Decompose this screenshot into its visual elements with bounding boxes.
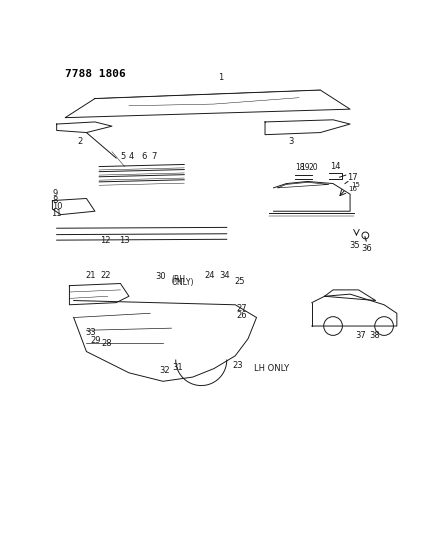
Text: 7: 7 (152, 152, 157, 161)
Text: 26: 26 (236, 311, 247, 320)
Text: 36: 36 (361, 244, 372, 253)
Text: 31: 31 (172, 364, 183, 373)
Text: 34: 34 (219, 271, 230, 280)
Text: LH ONLY: LH ONLY (254, 364, 289, 373)
Text: 24: 24 (205, 271, 215, 280)
Text: 2: 2 (77, 137, 83, 146)
Text: 25: 25 (234, 277, 245, 286)
Text: 22: 22 (100, 271, 111, 280)
Text: 28: 28 (101, 339, 112, 348)
Text: 5: 5 (120, 152, 125, 161)
Text: 37: 37 (355, 331, 366, 340)
Text: 27: 27 (236, 304, 247, 313)
Text: 16: 16 (348, 185, 357, 192)
Text: 9: 9 (52, 189, 58, 198)
Text: 12: 12 (100, 236, 111, 245)
Text: 10: 10 (52, 202, 63, 211)
Text: 14: 14 (330, 162, 340, 171)
Text: 11: 11 (51, 208, 62, 217)
Text: 21: 21 (86, 271, 96, 280)
Text: 20: 20 (309, 163, 318, 172)
Text: 1: 1 (218, 72, 223, 82)
Text: 4: 4 (128, 152, 134, 161)
Text: (RH: (RH (172, 274, 186, 284)
Text: 23: 23 (232, 361, 243, 370)
Text: 35: 35 (349, 241, 360, 250)
Text: 8: 8 (52, 196, 58, 205)
Text: 32: 32 (160, 366, 170, 375)
Text: 6: 6 (141, 152, 146, 161)
Text: 3: 3 (288, 137, 293, 146)
Text: 33: 33 (85, 328, 96, 337)
Text: 13: 13 (119, 236, 130, 245)
Text: 29: 29 (91, 336, 101, 345)
Text: 18: 18 (295, 163, 304, 172)
Text: 7788 1806: 7788 1806 (65, 69, 126, 79)
Text: 17: 17 (347, 173, 357, 182)
Text: 30: 30 (155, 272, 166, 281)
Text: 38: 38 (369, 331, 380, 340)
Text: ONLY): ONLY) (172, 278, 194, 287)
Text: 15: 15 (351, 182, 360, 188)
Text: 19: 19 (300, 163, 310, 172)
